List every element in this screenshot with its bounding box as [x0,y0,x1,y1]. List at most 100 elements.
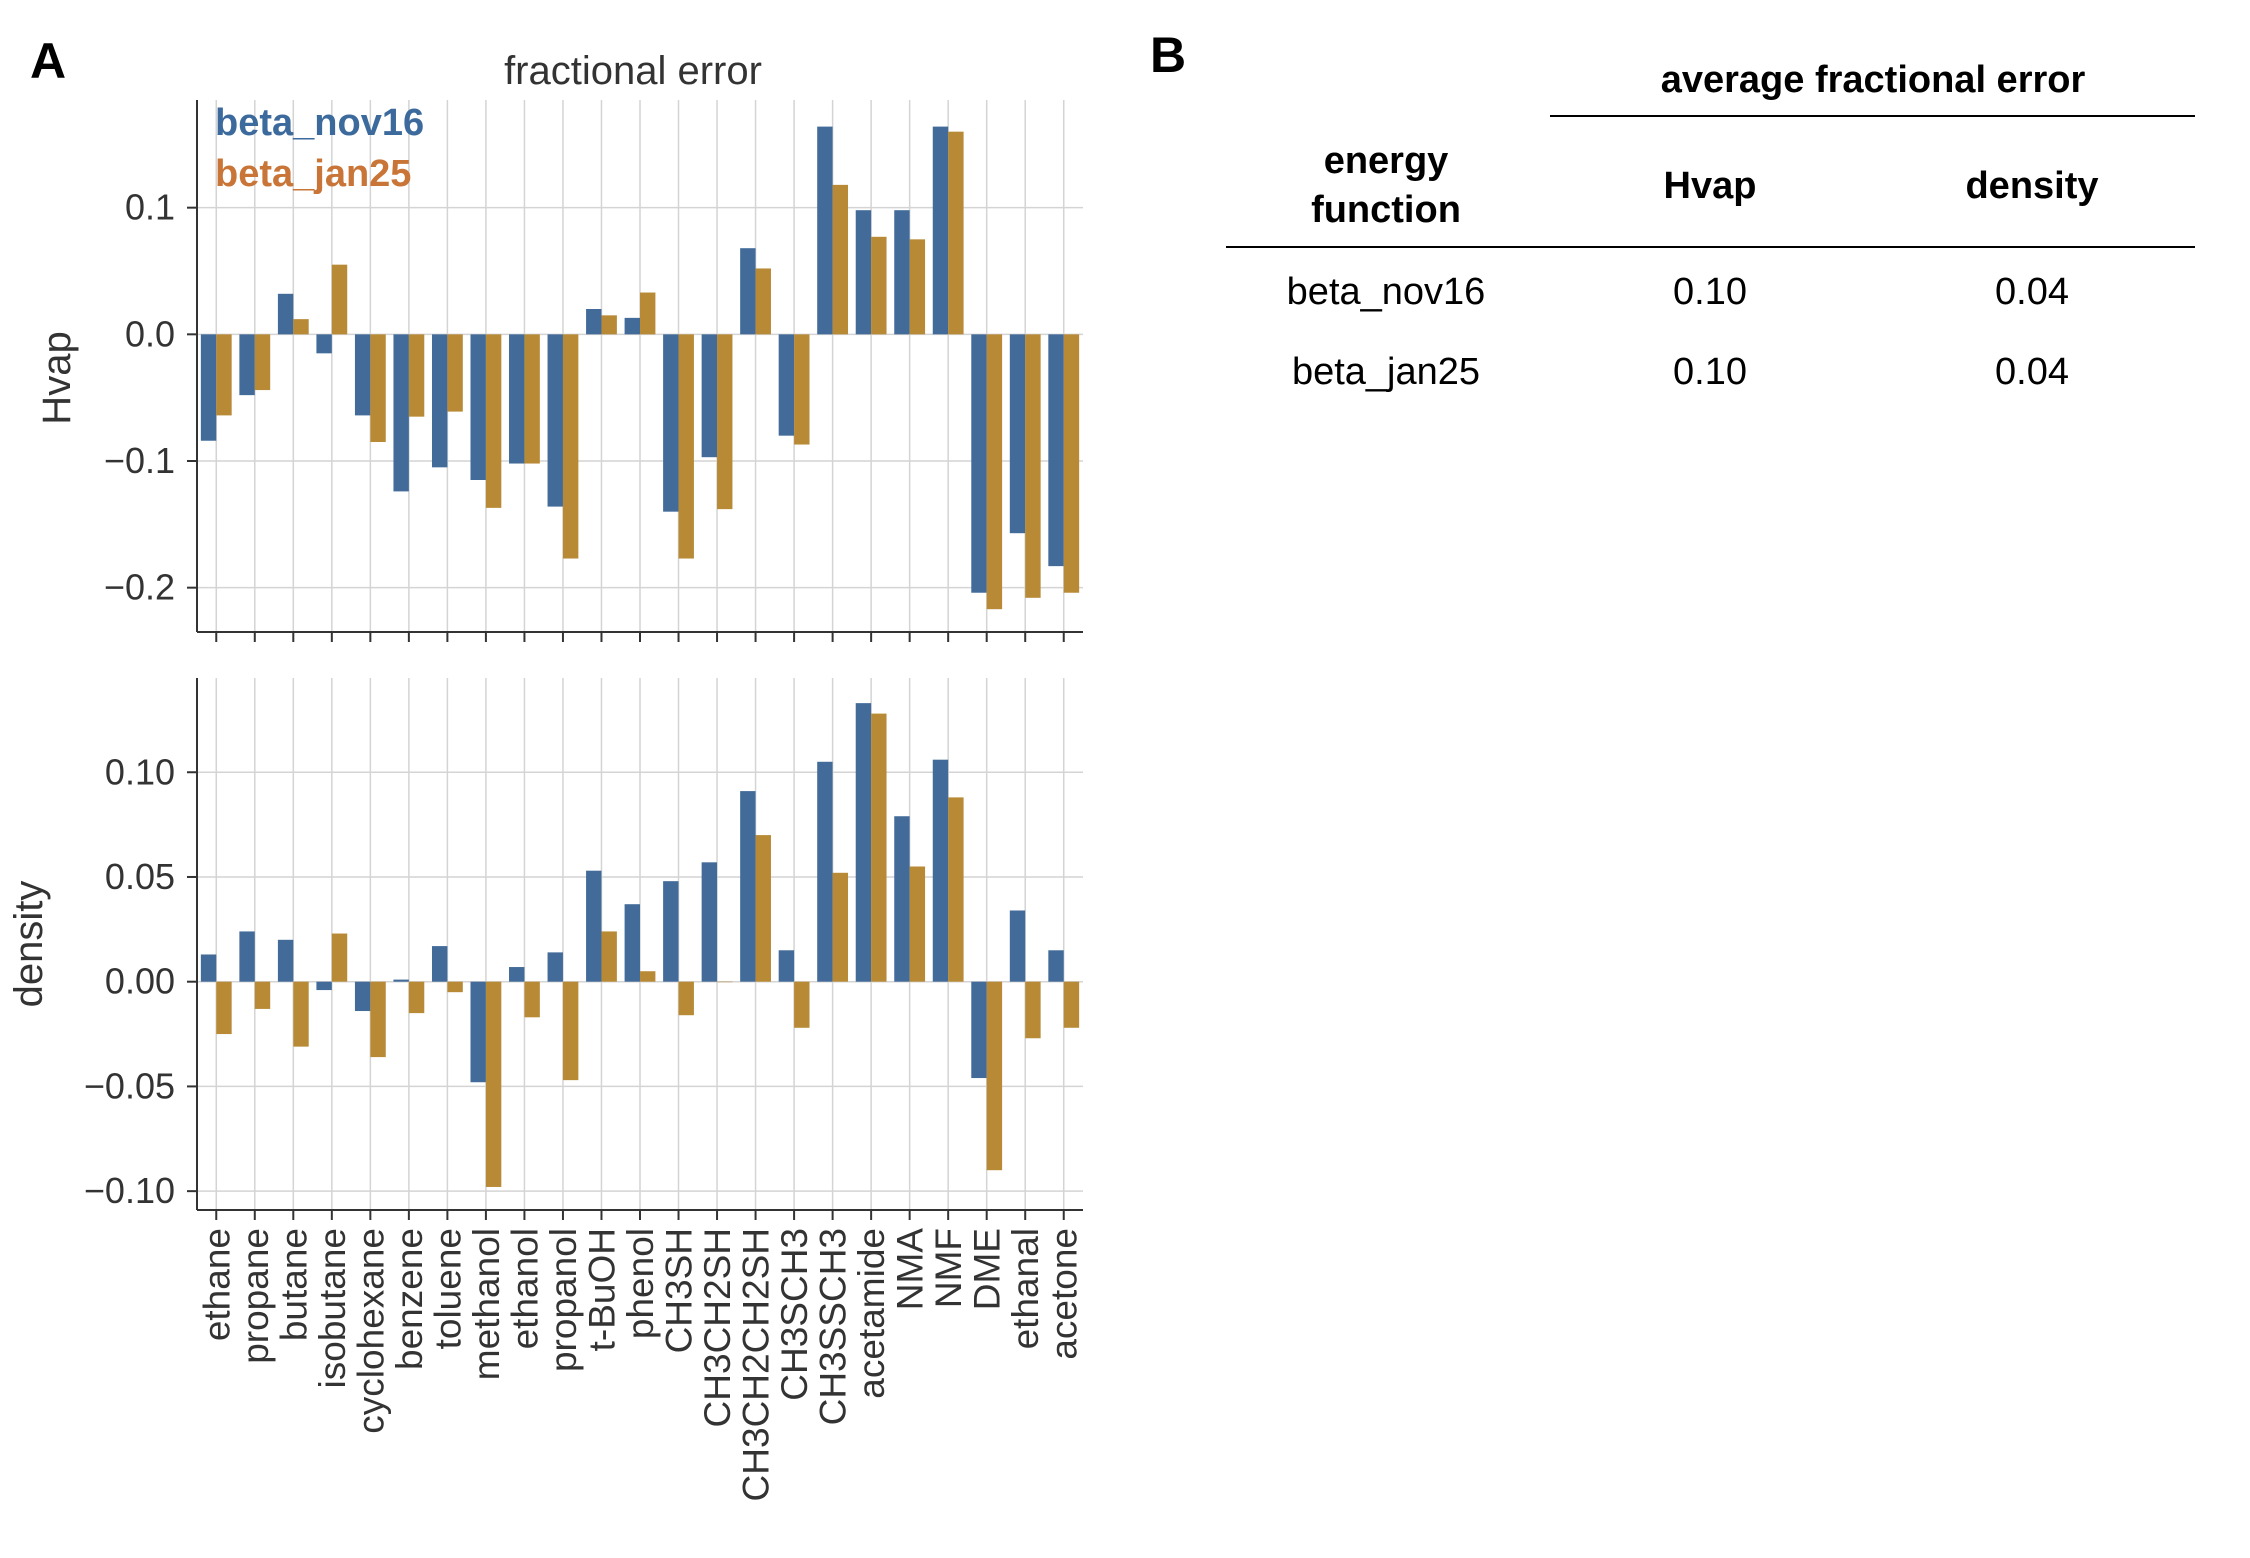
x-tick-label-t-BuOH: t-BuOH [581,1228,622,1351]
hvap-bar-beta_nov16-cyclohexane [354,334,371,416]
hvap-bar-beta_jan25-cyclohexane [370,334,386,442]
x-tick-label-propanol: propanol [543,1228,584,1372]
panel-a-label: A [30,33,66,89]
density-bar-beta_nov16-ethanol [509,967,525,982]
x-tick-label-toluene: toluene [427,1228,468,1349]
hvap-bar-beta_nov16-CH3CH2CH2SH [740,248,756,335]
hvap-bar-beta_jan25-CH3SH [678,334,694,559]
hvap-bar-beta_jan25-butane [293,319,309,335]
density-bar-beta_nov16-DME [971,981,987,1079]
density-bar-beta_jan25-CH3SSCH3 [832,872,849,982]
hvap-bar-beta_jan25-ethane [216,334,232,416]
density-bar-beta_jan25-acetone [1063,981,1080,1028]
table-row-header-line1: energy [1324,140,1449,182]
x-tick-labels: ethanepropanebutaneisobutanecyclohexaneb… [196,1228,1084,1502]
density-bar-beta_jan25-phenol [640,971,656,982]
hvap-bar-beta_jan25-NMA [909,239,926,335]
density-bar-beta_nov16-butane [277,939,294,982]
density-bar-beta_nov16-CH3SCH3 [778,950,795,982]
x-tick-label-acetamide: acetamide [851,1228,892,1399]
hvap-bars [200,126,1080,610]
density-bar-beta_jan25-ethane [216,981,232,1035]
density-ytick-label: −0.10 [84,1170,175,1211]
hvap-bar-beta_jan25-benzene [408,334,425,417]
hvap-bar-beta_nov16-CH3CH2SH [701,334,718,458]
density-bar-beta_nov16-CH3CH2SH [701,862,718,982]
hvap-bar-beta_nov16-propane [239,334,255,396]
hvap-ytick-label: 0.0 [125,313,175,354]
density-bar-beta_jan25-propane [254,981,271,1009]
table-row1-name: beta_nov16 [1287,271,1486,313]
table-row2-density: 0.04 [1995,351,2069,393]
x-tick-label-phenol: phenol [620,1228,661,1339]
hvap-bar-beta_nov16-ethane [200,334,217,441]
density-bar-beta_jan25-propanol [562,981,579,1081]
table-col-density: density [1965,165,2098,207]
density-bar-beta_nov16-propane [239,931,255,982]
hvap-bar-beta_nov16-ethanol [509,334,525,464]
hvap-bar-beta_nov16-CH3SCH3 [778,334,795,436]
x-tick-label-methanol: methanol [466,1228,507,1380]
density-bar-beta_jan25-benzene [408,981,425,1014]
hvap-bar-beta_nov16-acetone [1048,334,1064,567]
table-row2-name: beta_jan25 [1292,351,1480,393]
hvap-bar-beta_nov16-NMA [894,210,910,335]
hvap-bar-beta_jan25-DME [986,334,1003,610]
hvap-bar-beta_nov16-phenol [624,317,640,335]
hvap-bar-beta_nov16-acetamide [855,210,872,335]
summary-table: average fractional error energy function… [1226,59,2195,393]
density-bar-beta_jan25-ethanol [524,981,540,1018]
density-bar-beta_jan25-methanol [485,981,502,1187]
density-bar-beta_jan25-t-BuOH [601,931,617,982]
hvap-ytick-label: 0.1 [125,187,175,228]
x-tick-label-cyclohexane: cyclohexane [350,1228,391,1434]
density-bar-beta_nov16-ethane [200,954,217,982]
hvap-bar-beta_nov16-propanol [547,334,563,507]
table-col-hvap: Hvap [1664,165,1757,207]
table-row1-density: 0.04 [1995,271,2069,313]
density-axes: 0.10 0.05 0.00 −0.05 −0.10 [84,678,1083,1220]
density-bar-beta_jan25-NMF [948,797,964,982]
density-bar-beta_jan25-CH3CH2SH [717,981,733,983]
table-row1-hvap: 0.10 [1673,271,1747,313]
density-subplot: 0.10 0.05 0.00 −0.05 −0.10 density [7,678,1083,1220]
density-bar-beta_nov16-isobutane [316,981,332,991]
density-bar-beta_nov16-ethanal [1009,910,1026,982]
legend-beta-nov16: beta_nov16 [215,102,424,144]
hvap-bar-beta_jan25-CH3CH2SH [717,334,733,510]
hvap-bar-beta_nov16-NMF [932,126,949,335]
x-tick-label-acetone: acetone [1044,1228,1085,1360]
x-tick-label-benzene: benzene [389,1228,430,1370]
density-bar-beta_jan25-NMA [909,866,926,982]
density-ytick-label: 0.10 [105,751,175,792]
hvap-bar-beta_jan25-NMF [948,131,964,335]
density-bar-beta_nov16-t-BuOH [586,870,602,982]
hvap-y-label: Hvap [35,331,79,424]
hvap-bar-beta_jan25-phenol [640,292,656,335]
hvap-bar-beta_jan25-ethanol [524,334,540,464]
density-bar-beta_nov16-phenol [624,904,640,982]
hvap-bar-beta_nov16-t-BuOH [586,309,602,335]
density-bar-beta_nov16-NMA [894,816,910,982]
x-tick-label-propane: propane [235,1228,276,1364]
density-bar-beta_jan25-acetamide [871,713,887,982]
panel-b-label: B [1150,27,1186,83]
hvap-bar-beta_jan25-CH3CH2CH2SH [755,268,771,335]
hvap-ytick-label: −0.1 [104,440,175,481]
density-bar-beta_nov16-acetone [1048,950,1064,982]
table-row-header-line2: function [1311,189,1461,231]
hvap-bar-beta_nov16-methanol [470,334,486,480]
density-ytick-label: 0.05 [105,856,175,897]
density-bar-beta_jan25-CH3CH2CH2SH [755,835,771,982]
hvap-bar-beta_nov16-isobutane [316,334,332,354]
density-bar-beta_nov16-CH3SSCH3 [817,761,833,982]
density-bar-beta_nov16-CH3CH2CH2SH [740,791,756,982]
table-group-header: average fractional error [1661,59,2086,101]
x-tick-label-butane: butane [273,1228,314,1341]
x-tick-label-ethanal: ethanal [1005,1228,1046,1349]
hvap-bar-beta_nov16-DME [971,334,987,593]
legend-beta-jan25: beta_jan25 [215,153,411,195]
hvap-bar-beta_nov16-benzene [393,334,409,492]
hvap-bar-beta_jan25-propanol [562,334,579,559]
density-bar-beta_jan25-CH3SH [678,981,694,1016]
